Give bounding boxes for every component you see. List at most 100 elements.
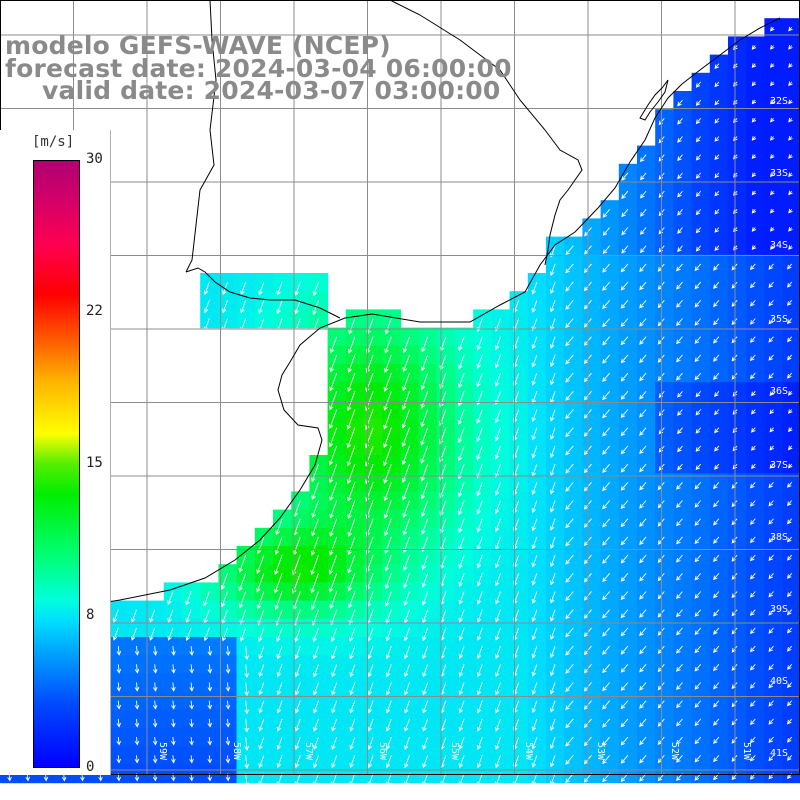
wind-arrow <box>676 281 683 290</box>
wind-arrow <box>786 591 793 598</box>
wind-arrow <box>494 409 501 424</box>
wind-arrow <box>531 518 538 532</box>
wind-arrow <box>639 409 647 418</box>
wind-arrow <box>713 573 720 581</box>
wind-arrow <box>549 445 556 459</box>
wind-arrow <box>476 755 483 769</box>
wind-arrow <box>694 591 702 599</box>
wind-arrow <box>494 573 501 587</box>
wind-arrow <box>694 300 702 308</box>
wind-arrow <box>677 99 683 107</box>
lat-label-36s: 36S <box>770 386 789 397</box>
wind-arrow <box>751 208 757 214</box>
wind-arrow <box>639 281 647 291</box>
wind-arrow <box>639 445 647 455</box>
wind-arrow <box>620 736 629 746</box>
wind-arrow <box>788 245 793 250</box>
wind-arrow <box>677 391 683 398</box>
wind-arrow <box>639 755 647 764</box>
wind-arrow <box>384 554 392 572</box>
wind-arrow <box>695 463 702 471</box>
wind-arrow <box>222 300 228 314</box>
wind-arrow <box>769 99 775 105</box>
wind-arrow <box>385 755 392 769</box>
wind-arrow <box>294 318 301 334</box>
wind-arrow <box>620 718 629 728</box>
wind-arrow <box>531 609 538 623</box>
wind-arrow <box>620 609 629 619</box>
wind-arrow <box>787 427 793 433</box>
wind-arrow <box>694 372 702 381</box>
wind-arrow <box>401 445 410 466</box>
wind-arrow <box>329 536 338 556</box>
wind-arrow <box>549 427 556 440</box>
wind-arrow <box>676 263 683 272</box>
wind-arrow <box>769 190 775 196</box>
wind-arrow <box>346 445 356 467</box>
wind-arrow <box>749 354 756 362</box>
wind-arrow <box>676 627 683 636</box>
wind-arrow <box>713 536 720 544</box>
wind-arrow <box>639 645 647 655</box>
wind-arrow <box>189 700 194 710</box>
wind-arrow <box>311 591 319 610</box>
wind-arrow <box>602 573 611 583</box>
wind-arrow <box>476 354 483 369</box>
wind-arrow <box>476 591 483 605</box>
wind-arrow <box>348 318 356 335</box>
wind-arrow <box>639 554 647 564</box>
wind-arrow <box>185 591 192 606</box>
wind-arrow <box>788 99 793 105</box>
wind-arrow <box>495 645 501 659</box>
wind-arrow <box>149 609 156 623</box>
wind-arrow <box>786 336 793 343</box>
wind-arrow <box>276 300 283 315</box>
wind-arrow <box>310 554 319 576</box>
wind-arrow <box>203 627 210 642</box>
wind-arrow <box>349 773 356 787</box>
wind-arrow <box>383 482 392 502</box>
wind-arrow <box>531 336 538 350</box>
wind-arrow <box>476 482 483 497</box>
wind-arrow <box>116 737 122 746</box>
wind-arrow <box>367 682 374 696</box>
wind-arrow <box>676 536 683 545</box>
wind-arrow <box>621 190 629 200</box>
wind-arrow <box>385 700 392 714</box>
wind-arrow <box>694 554 702 563</box>
wind-arrow <box>751 172 757 178</box>
wind-arrow <box>328 554 338 575</box>
wind-arrow <box>786 718 793 725</box>
wind-arrow <box>714 81 720 88</box>
wind-arrow <box>639 463 647 473</box>
wind-arrow <box>602 227 611 236</box>
wind-arrow <box>768 591 774 598</box>
wind-arrow <box>458 645 465 660</box>
wind-arrow <box>276 664 283 678</box>
wind-arrow <box>640 172 647 181</box>
wind-arrow <box>312 318 319 334</box>
wind-arrow <box>694 573 702 581</box>
wind-arrow <box>639 427 647 436</box>
wind-arrow <box>713 591 720 599</box>
lon-label-61w: 61W <box>11 742 22 761</box>
wind-arrow <box>457 500 465 516</box>
wind-arrow <box>749 263 756 271</box>
wind-arrow <box>694 336 702 344</box>
wind-arrow <box>677 209 683 216</box>
wind-arrow <box>620 318 629 328</box>
wind-arrow <box>495 773 501 787</box>
wind-arrow <box>565 554 574 565</box>
wind-arrow <box>313 773 319 787</box>
wind-arrow <box>714 463 720 470</box>
wind-arrow <box>676 609 683 618</box>
wind-arrow <box>565 500 574 511</box>
wind-arrow <box>769 63 775 68</box>
wind-arrow <box>171 755 176 764</box>
wind-arrow <box>694 518 702 526</box>
wind-arrow <box>458 736 465 750</box>
wind-arrow <box>185 609 192 624</box>
wind-arrow <box>421 591 429 606</box>
wind-arrow <box>768 500 774 507</box>
